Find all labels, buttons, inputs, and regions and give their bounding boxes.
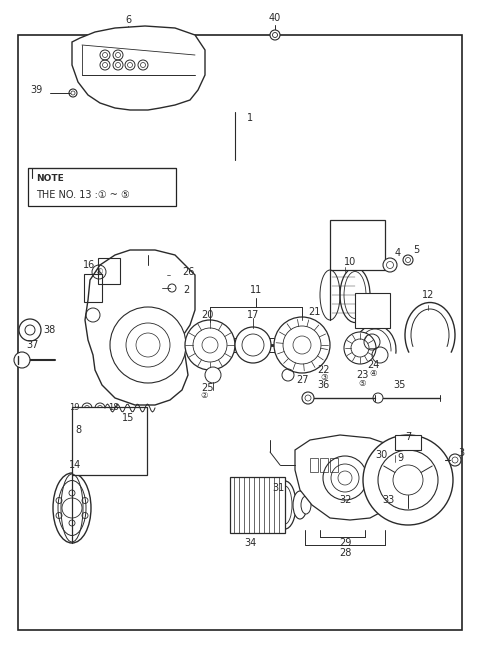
Text: 16: 16 bbox=[83, 260, 95, 270]
Bar bbox=[330, 458, 338, 472]
Bar bbox=[72, 407, 147, 475]
Circle shape bbox=[344, 332, 376, 364]
Text: 4: 4 bbox=[395, 248, 401, 258]
Text: 28: 28 bbox=[339, 548, 351, 558]
Bar bbox=[395, 435, 421, 450]
Text: 15: 15 bbox=[122, 413, 134, 423]
Text: 25: 25 bbox=[201, 383, 213, 393]
Text: 29: 29 bbox=[339, 538, 351, 548]
Text: 35: 35 bbox=[394, 380, 406, 390]
Text: 40: 40 bbox=[269, 13, 281, 23]
Circle shape bbox=[363, 435, 453, 525]
Text: 38: 38 bbox=[43, 325, 55, 335]
Circle shape bbox=[378, 450, 438, 510]
Text: 8: 8 bbox=[75, 425, 81, 435]
Ellipse shape bbox=[53, 473, 91, 543]
Text: ④: ④ bbox=[369, 368, 377, 378]
Text: 19: 19 bbox=[70, 403, 80, 413]
Text: 1: 1 bbox=[247, 113, 253, 123]
Text: 22: 22 bbox=[318, 365, 330, 375]
Text: 26: 26 bbox=[182, 267, 194, 277]
Text: 27: 27 bbox=[296, 375, 309, 385]
Circle shape bbox=[235, 327, 271, 363]
Bar bbox=[98, 258, 120, 284]
Text: ①: ① bbox=[95, 268, 103, 277]
Circle shape bbox=[302, 392, 314, 404]
Circle shape bbox=[81, 418, 95, 432]
Circle shape bbox=[403, 255, 413, 265]
Text: NOTE: NOTE bbox=[36, 174, 64, 183]
Circle shape bbox=[270, 30, 280, 40]
Ellipse shape bbox=[301, 496, 311, 514]
Polygon shape bbox=[85, 250, 195, 405]
Text: 17: 17 bbox=[247, 310, 259, 320]
Text: 32: 32 bbox=[339, 495, 351, 505]
Text: ⑤: ⑤ bbox=[358, 378, 366, 387]
Polygon shape bbox=[72, 26, 205, 110]
Bar bbox=[84, 274, 102, 302]
Circle shape bbox=[383, 258, 397, 272]
Text: 6: 6 bbox=[125, 15, 131, 25]
Bar bbox=[355, 293, 390, 328]
Polygon shape bbox=[295, 435, 400, 520]
Text: 7: 7 bbox=[405, 432, 411, 442]
Circle shape bbox=[110, 307, 186, 383]
Bar bbox=[330, 220, 385, 270]
Text: 39: 39 bbox=[30, 85, 42, 95]
Bar bbox=[320, 458, 328, 472]
Text: 36: 36 bbox=[317, 380, 329, 390]
Text: 33: 33 bbox=[382, 495, 394, 505]
Circle shape bbox=[274, 317, 330, 373]
Text: THE NO. 13 :① ~ ⑤: THE NO. 13 :① ~ ⑤ bbox=[36, 190, 130, 200]
Text: 14: 14 bbox=[69, 460, 81, 470]
Circle shape bbox=[205, 367, 221, 383]
Bar bbox=[310, 458, 318, 472]
Text: 31: 31 bbox=[273, 483, 285, 493]
Bar bbox=[230, 477, 285, 533]
Circle shape bbox=[82, 403, 92, 413]
Text: 12: 12 bbox=[422, 290, 434, 300]
Text: 24: 24 bbox=[367, 360, 379, 370]
Text: 34: 34 bbox=[244, 538, 256, 548]
Circle shape bbox=[19, 319, 41, 341]
Circle shape bbox=[95, 403, 105, 413]
Text: 9: 9 bbox=[397, 453, 403, 463]
Ellipse shape bbox=[293, 491, 307, 519]
Circle shape bbox=[14, 352, 30, 368]
Ellipse shape bbox=[340, 268, 370, 322]
Bar bbox=[28, 168, 176, 206]
Text: 20: 20 bbox=[201, 310, 213, 320]
Text: 30: 30 bbox=[375, 450, 387, 460]
Text: 11: 11 bbox=[250, 285, 262, 295]
Circle shape bbox=[449, 454, 461, 466]
Text: ③: ③ bbox=[320, 374, 328, 382]
Text: ②: ② bbox=[200, 391, 208, 401]
Text: 37: 37 bbox=[26, 340, 38, 350]
Text: 23: 23 bbox=[356, 370, 368, 380]
Circle shape bbox=[323, 456, 367, 500]
Ellipse shape bbox=[274, 481, 296, 529]
Text: 5: 5 bbox=[413, 245, 419, 255]
Text: 21: 21 bbox=[308, 307, 320, 317]
Text: 18: 18 bbox=[108, 403, 119, 413]
Text: 3: 3 bbox=[458, 448, 464, 458]
Text: 2: 2 bbox=[183, 285, 189, 295]
Text: 10: 10 bbox=[344, 257, 356, 267]
Circle shape bbox=[185, 320, 235, 370]
